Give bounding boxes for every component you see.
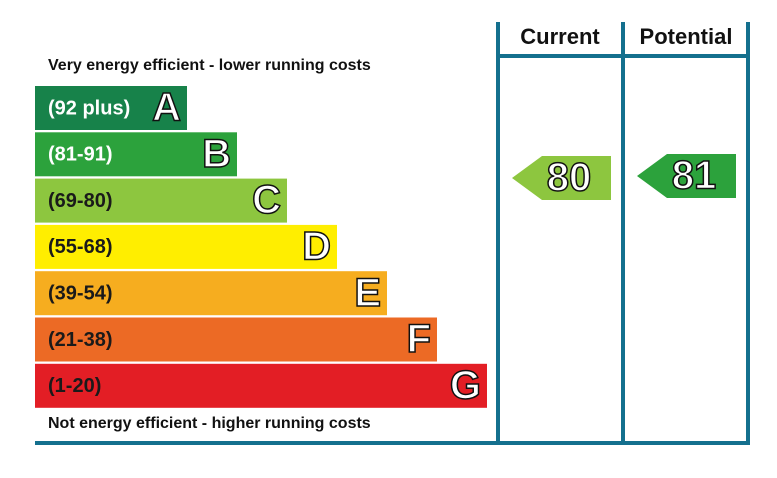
- rating-value: 81: [672, 154, 717, 198]
- band-range: (69-80): [48, 190, 112, 212]
- band-letter: G: [450, 363, 481, 407]
- band-bar: [35, 271, 387, 316]
- column-header: Potential: [640, 24, 733, 49]
- band-range: (39-54): [48, 282, 112, 304]
- band-letter: E: [354, 271, 381, 315]
- rating-value: 80: [547, 156, 592, 200]
- band-letter: C: [252, 178, 281, 222]
- band-bar: [35, 86, 187, 130]
- band-bar: [35, 178, 287, 223]
- column-header: Current: [520, 24, 600, 49]
- band-range: (92 plus): [48, 97, 130, 119]
- band-range: (81-91): [48, 144, 112, 166]
- band-letter: D: [302, 224, 331, 268]
- band-range: (1-20): [48, 375, 101, 397]
- band-bar: [35, 363, 487, 408]
- rating-arrow: [637, 154, 736, 198]
- band-bar: [35, 224, 337, 269]
- band-letter: A: [152, 86, 181, 130]
- band-letter: B: [202, 132, 231, 176]
- top-label: Very energy efficient - lower running co…: [48, 57, 371, 74]
- rating-arrow: [512, 156, 611, 200]
- band-range: (55-68): [48, 236, 112, 258]
- band-letter: F: [407, 317, 431, 361]
- band-range: (21-38): [48, 329, 112, 351]
- band-bar: [35, 132, 237, 177]
- bottom-label: Not energy efficient - higher running co…: [48, 415, 371, 432]
- band-bar: [35, 317, 437, 362]
